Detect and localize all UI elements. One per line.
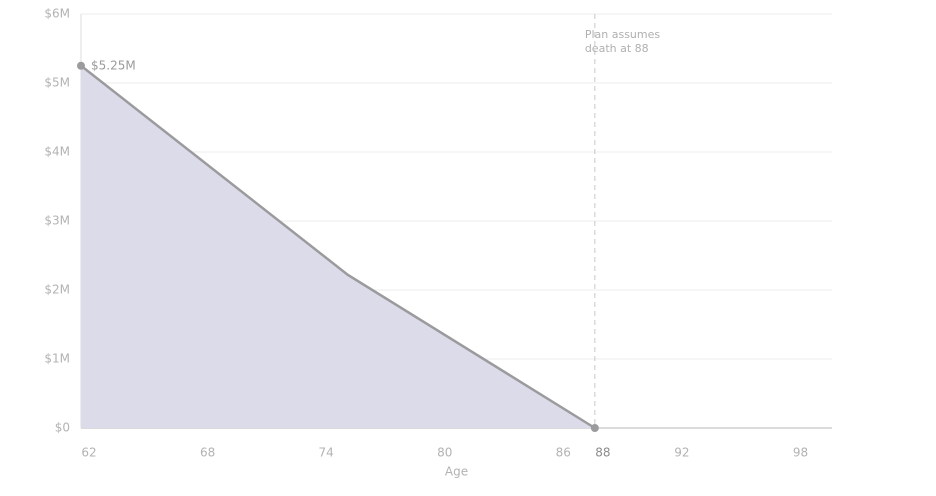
point [77, 61, 85, 70]
point [590, 424, 599, 432]
annotation: death at 88 [585, 42, 649, 55]
x-axis-title: Age [445, 465, 468, 479]
value-label: $5.25M [91, 58, 136, 72]
y-tick-label: $1M [44, 352, 70, 366]
x-tick-label: 98 [793, 446, 808, 460]
annotation: Plan assumes [585, 28, 661, 41]
x-tick-label: 86 [556, 446, 571, 460]
x-tick-label: 62 [81, 446, 96, 460]
x-tick-label: 68 [200, 446, 215, 460]
x-tick-label: 80 [437, 446, 452, 460]
x-tick-label: 74 [319, 446, 334, 460]
y-tick-label: $6M [44, 7, 70, 21]
y-tick-label: $2M [44, 283, 70, 297]
x-tick-label: 92 [674, 446, 689, 460]
y-tick-label: $0 [55, 421, 70, 435]
area-fill [81, 65, 595, 428]
line [80, 64, 596, 430]
x-tick-label: 88 [595, 446, 610, 460]
y-tick-label: $5M [44, 76, 70, 90]
y-tick-label: $4M [44, 145, 70, 159]
y-tick-label: $3M [44, 214, 70, 228]
